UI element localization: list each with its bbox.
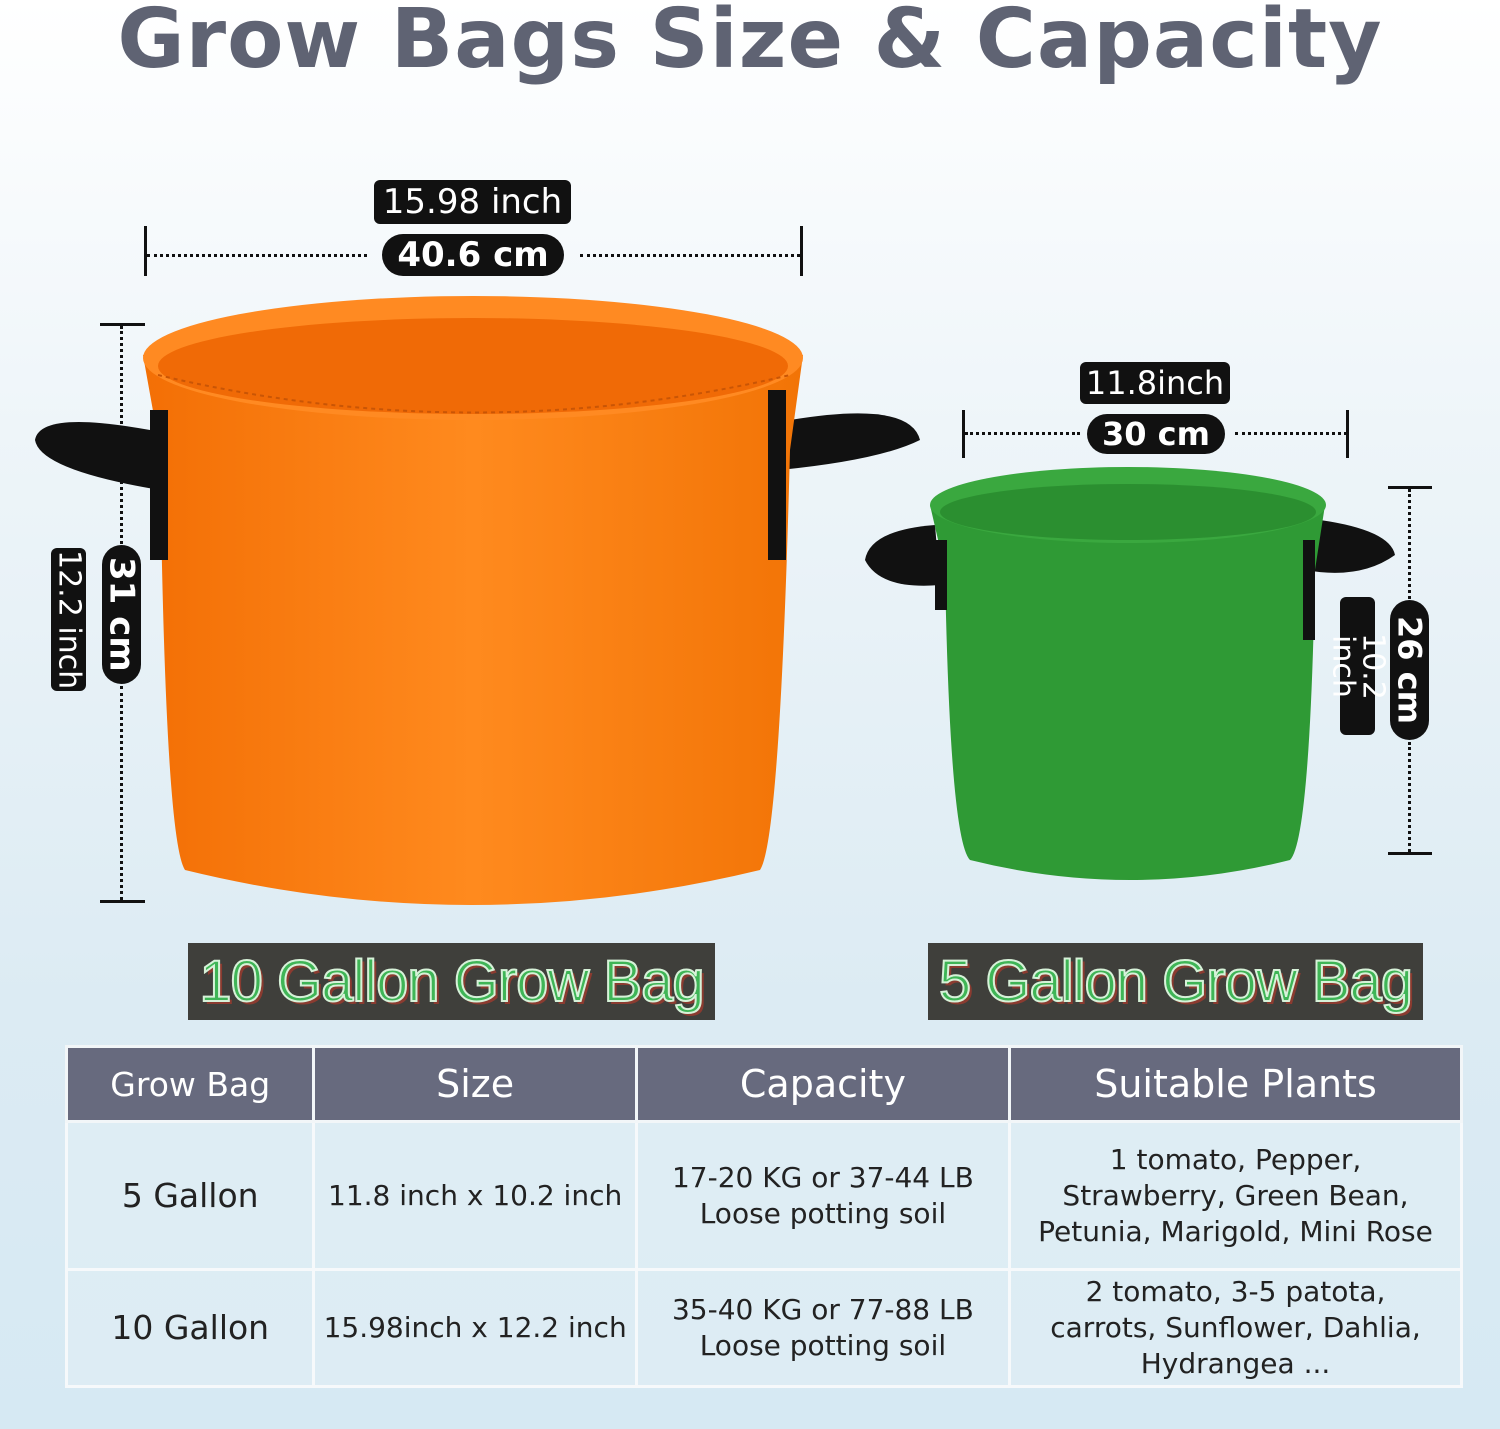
header-size: Size	[312, 1045, 638, 1123]
table-row: 5 Gallon 11.8 inch x 10.2 inch 17-20 KG …	[64, 1120, 1463, 1271]
cell-capacity: 35-40 KG or 77-88 LB Loose potting soil	[634, 1268, 1012, 1388]
small-width-cm: 30 cm	[1087, 414, 1225, 454]
header-capacity: Capacity	[634, 1045, 1012, 1123]
small-bag-label: 5 Gallon Grow Bag	[928, 943, 1423, 1020]
small-height-cm: 26 cm	[1390, 600, 1429, 740]
large-height-cm: 31 cm	[102, 545, 142, 684]
large-width-cm: 40.6 cm	[382, 234, 564, 276]
capacity-line: 17-20 KG or 37-44 LB	[671, 1160, 974, 1194]
plants-line: carrots, Sunflower, Dahlia,	[1050, 1311, 1421, 1344]
cell-size: 15.98inch x 12.2 inch	[312, 1268, 638, 1388]
large-bag-label: 10 Gallon Grow Bag	[188, 943, 715, 1020]
small-width-inch: 11.8inch	[1080, 362, 1230, 404]
green-grow-bag-image	[865, 467, 1395, 880]
header-grow-bag: Grow Bag	[64, 1045, 316, 1123]
cell-plants: 2 tomato, 3-5 patota, carrots, Sunflower,…	[1008, 1268, 1463, 1388]
page-title: Grow Bags Size & Capacity	[117, 0, 1383, 87]
cell-plants: 1 tomato, Pepper, Strawberry, Green Bean,…	[1008, 1120, 1463, 1271]
small-height-inch: 10.2 inch	[1326, 597, 1391, 735]
large-height-inch: 12.2 inch	[51, 548, 87, 691]
capacity-line: 35-40 KG or 77-88 LB	[671, 1293, 974, 1326]
large-width-inch: 15.98 inch	[374, 180, 571, 224]
plants-line: Strawberry, Green Bean,	[1062, 1178, 1409, 1212]
cell-size: 11.8 inch x 10.2 inch	[312, 1120, 638, 1271]
plants-line: Hydrangea ...	[1140, 1347, 1331, 1380]
header-suitable-plants: Suitable Plants	[1008, 1045, 1463, 1123]
capacity-line: Loose potting soil	[699, 1329, 947, 1362]
orange-grow-bag-image	[35, 296, 920, 905]
table-header-row: Grow Bag Size Capacity Suitable Plants	[64, 1045, 1463, 1123]
right-handle	[780, 413, 920, 470]
plants-line: 1 tomato, Pepper,	[1109, 1142, 1362, 1176]
plants-line: 2 tomato, 3-5 patota,	[1085, 1275, 1386, 1308]
cell-bag: 10 Gallon	[64, 1268, 316, 1388]
table-row: 10 Gallon 15.98inch x 12.2 inch 35-40 KG…	[64, 1268, 1463, 1388]
left-handle	[35, 422, 160, 490]
plants-line: Petunia, Marigold, Mini Rose	[1038, 1214, 1433, 1248]
capacity-line: Loose potting soil	[699, 1196, 947, 1230]
cell-bag: 5 Gallon	[64, 1120, 316, 1271]
cell-capacity: 17-20 KG or 37-44 LB Loose potting soil	[634, 1120, 1012, 1271]
spec-table: Grow Bag Size Capacity Suitable Plants 5…	[64, 1045, 1463, 1388]
